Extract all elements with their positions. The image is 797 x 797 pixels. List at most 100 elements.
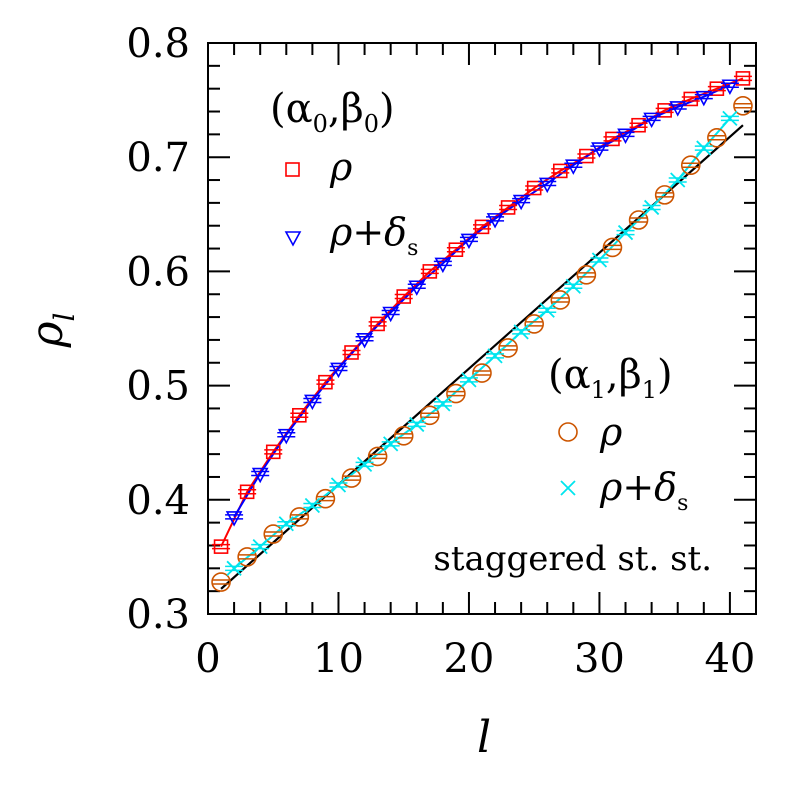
y-tick-label: 0.3	[126, 592, 190, 638]
data-point	[459, 233, 478, 250]
triangle-marker	[382, 306, 400, 323]
data-point	[486, 213, 505, 229]
square-marker	[605, 131, 620, 147]
triangle-marker	[486, 213, 504, 229]
x-marker	[356, 456, 373, 473]
x-marker	[591, 252, 608, 268]
data-point	[577, 148, 596, 164]
x-tick-label: 10	[313, 636, 364, 682]
x-marker	[252, 538, 268, 555]
triangle-marker	[330, 362, 347, 379]
triangle-marker	[538, 177, 556, 194]
circle-marker	[367, 446, 388, 467]
data-point	[629, 117, 648, 133]
data-point	[590, 252, 609, 268]
x-marker	[409, 416, 425, 433]
data-point	[433, 396, 452, 412]
data-point	[486, 348, 505, 364]
circle-marker	[654, 185, 675, 205]
data-point	[277, 428, 296, 445]
triangle-marker	[643, 112, 660, 129]
square-marker	[474, 219, 490, 235]
data-point	[550, 290, 571, 310]
data-point	[642, 112, 661, 129]
y-tick-label: 0.5	[126, 364, 190, 410]
data-point	[512, 324, 531, 340]
legend-group-1: (α1,β1) ρ ρ+δs	[548, 352, 688, 516]
circle-marker	[341, 468, 362, 488]
y-tick-label: 0.6	[126, 249, 190, 295]
square-marker	[579, 148, 594, 164]
data-point	[420, 264, 439, 279]
data-point	[407, 416, 426, 433]
x-tick-label: 20	[443, 636, 494, 682]
data-point	[446, 242, 465, 258]
legend-circle-marker	[558, 422, 578, 442]
circle-marker	[707, 127, 727, 148]
svg-text:ρ+δs: ρ+δs	[329, 210, 418, 261]
square-marker	[292, 407, 307, 423]
circle-marker	[733, 96, 753, 116]
data-point	[238, 484, 257, 500]
square-marker	[500, 200, 516, 215]
circle-marker	[315, 488, 336, 509]
triangle-marker	[251, 467, 269, 484]
x-marker	[278, 516, 294, 532]
data-point	[355, 456, 374, 473]
x-marker	[304, 497, 321, 514]
circle-marker	[680, 155, 701, 175]
svg-text:ρ+δs: ρ+δs	[599, 465, 688, 516]
triangle-marker	[277, 428, 295, 445]
square-marker	[265, 444, 281, 460]
x-marker	[435, 396, 451, 412]
triangle-marker	[408, 280, 426, 296]
data-point	[551, 163, 570, 179]
data-point	[303, 497, 322, 514]
data-point	[590, 142, 609, 158]
square-marker	[239, 484, 255, 500]
square-marker	[552, 163, 568, 179]
circle-marker	[576, 265, 597, 285]
data-point	[564, 159, 583, 175]
x-tick-label: 40	[704, 636, 755, 682]
data-point	[680, 155, 701, 175]
data-point	[616, 224, 635, 241]
triangle-marker	[669, 101, 687, 117]
data-point	[446, 383, 466, 404]
data-point	[433, 257, 452, 274]
tick-labels: 0 10 20 30 40 0.3 0.4 0.5 0.6 0.7 0.8	[126, 21, 755, 682]
triangle-marker	[356, 332, 373, 349]
data-point	[316, 374, 335, 390]
square-marker	[396, 289, 412, 304]
square-marker	[318, 374, 333, 390]
data-point	[720, 79, 739, 95]
svg-text:ρ: ρ	[329, 145, 353, 189]
data-points	[211, 71, 753, 592]
data-point	[290, 407, 309, 423]
data-point	[381, 436, 400, 452]
triangle-marker	[225, 511, 243, 527]
y-tick-label: 0.7	[126, 135, 190, 181]
circle-marker	[446, 383, 466, 404]
square-marker	[657, 103, 672, 118]
data-point	[303, 394, 322, 411]
triangle-marker	[434, 257, 452, 274]
square-marker	[735, 71, 751, 86]
svg-text:ρl: ρl	[22, 313, 81, 349]
square-marker	[422, 264, 438, 279]
circle-marker	[472, 363, 492, 383]
data-point	[720, 110, 739, 127]
data-point	[538, 177, 557, 194]
circle-marker	[602, 237, 623, 258]
svg-text:(α0,β0): (α0,β0)	[270, 86, 395, 138]
svg-text:ρ: ρ	[599, 410, 623, 454]
x-marker	[383, 436, 399, 452]
x-axis-label: l	[477, 712, 491, 763]
data-point	[707, 127, 727, 148]
triangle-marker	[695, 90, 713, 107]
data-point	[211, 572, 231, 592]
x-marker	[330, 477, 347, 493]
triangle-marker	[721, 79, 739, 95]
data-point	[694, 90, 713, 107]
